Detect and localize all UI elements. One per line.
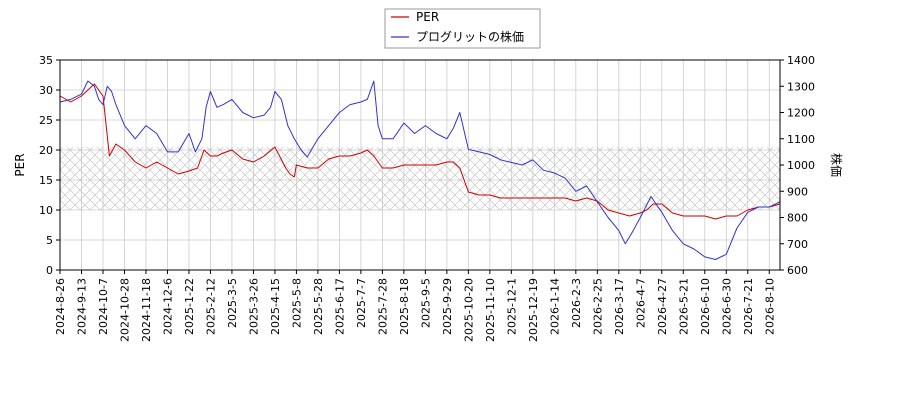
x-tick-label: 2026-2-25 xyxy=(591,278,604,335)
y-right-tick-label: 600 xyxy=(787,264,808,277)
y-right-tick-label: 800 xyxy=(787,212,808,225)
x-tick-label: 2024-10-7 xyxy=(97,278,110,335)
y-axis-right-title: 株価 xyxy=(829,153,844,177)
x-tick-label: 2024-8-26 xyxy=(54,278,67,335)
per-line xyxy=(59,83,781,220)
x-tick-label: 2025-10-20 xyxy=(462,278,475,342)
x-tick-label: 2025-7-28 xyxy=(376,278,389,335)
x-tick-label: 2025-5-28 xyxy=(312,278,325,335)
x-tick-label: 2026-1-14 xyxy=(548,278,561,335)
x-tick-label: 2026-6-30 xyxy=(720,278,733,335)
x-tick-label: 2025-3-26 xyxy=(247,278,260,335)
y-right-tick-label: 900 xyxy=(787,185,808,198)
y-right-tick-label: 1300 xyxy=(787,80,815,93)
y-right-tick-label: 1000 xyxy=(787,159,815,172)
y-left-tick-label: 0 xyxy=(46,264,53,277)
x-tick-label: 2026-3-17 xyxy=(613,278,626,335)
y-left-tick-label: 15 xyxy=(39,174,53,187)
y-right-tick-label: 700 xyxy=(787,238,808,251)
x-tick-label: 2025-8-18 xyxy=(398,278,411,335)
y-axis-left-title: PER xyxy=(13,153,27,176)
y-right-tick-label: 1400 xyxy=(787,54,815,67)
legend-frame xyxy=(384,8,541,49)
y-left-tick-label: 25 xyxy=(39,114,53,127)
x-tick-label: 2026-7-21 xyxy=(742,278,755,335)
x-tick-label: 2025-3-5 xyxy=(226,278,239,328)
x-tick-label: 2025-12-1 xyxy=(505,278,518,335)
x-tick-label: 2025-4-15 xyxy=(269,278,282,335)
legend-label-price: プログリットの株価 xyxy=(416,29,524,44)
x-tick-label: 2025-12-19 xyxy=(527,278,540,342)
x-tick-label: 2026-8-10 xyxy=(763,278,776,335)
x-tick-label: 2026-4-7 xyxy=(634,278,647,328)
y-right-tick-label: 1200 xyxy=(787,107,815,120)
series-layer xyxy=(59,80,781,260)
x-tick-label: 2024-12-6 xyxy=(161,278,174,335)
x-tick-label: 2025-7-7 xyxy=(355,278,368,328)
y-left-tick-label: 20 xyxy=(39,144,53,157)
y-left-tick-label: 5 xyxy=(46,234,53,247)
x-tick-label: 2026-5-21 xyxy=(677,278,690,335)
x-tick-label: 2026-4-27 xyxy=(656,278,669,335)
x-tick-label: 2026-2-3 xyxy=(570,278,583,328)
x-tick-label: 2025-11-10 xyxy=(484,278,497,342)
x-tick-label: 2025-5-8 xyxy=(290,278,303,328)
x-tick-label: 2025-1-22 xyxy=(183,278,196,335)
axis-layer: 0 5 10 15 20 25 30 35 600 700 800 900 1000 1100 1200 13… xyxy=(39,54,815,342)
y-left-tick-label: 30 xyxy=(39,84,53,97)
y-left-tick-label: 10 xyxy=(39,204,53,217)
x-tick-label: 2024-11-18 xyxy=(140,278,153,342)
x-tick-label: 2024-10-28 xyxy=(118,278,131,342)
x-tick-label: 2025-2-12 xyxy=(204,278,217,335)
x-tick-label: 2025-6-17 xyxy=(333,278,346,335)
y-left-tick-label: 35 xyxy=(39,54,53,67)
per-band xyxy=(60,147,780,210)
legend-label-per: PER xyxy=(416,10,439,24)
legend: PER プログリットの株価 xyxy=(384,8,541,49)
x-tick-label: 2025-9-29 xyxy=(441,278,454,335)
x-tick-label: 2025-9-5 xyxy=(419,278,432,328)
x-tick-label: 2024-9-13 xyxy=(75,278,88,335)
price-line xyxy=(59,80,781,260)
x-tick-label: 2026-6-10 xyxy=(699,278,712,335)
y-right-tick-label: 1100 xyxy=(787,133,815,146)
